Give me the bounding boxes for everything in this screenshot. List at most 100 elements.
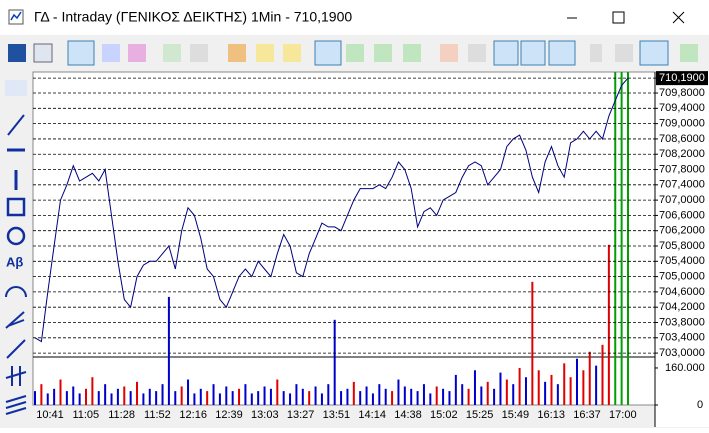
tool-window[interactable] bbox=[33, 43, 53, 63]
volume-bar bbox=[129, 391, 132, 405]
volume-bar bbox=[187, 379, 190, 405]
tool-fan[interactable] bbox=[5, 311, 25, 329]
y-tick-label: 705,0000 bbox=[659, 271, 705, 283]
volume-bar bbox=[59, 379, 62, 405]
tool-channel[interactable] bbox=[6, 339, 26, 359]
x-tick-label: 16:13 bbox=[537, 409, 565, 421]
volume-bar bbox=[391, 391, 394, 405]
volume-bar bbox=[244, 384, 247, 405]
volume-bar bbox=[180, 386, 183, 405]
y-tick-label: 704,6000 bbox=[659, 286, 705, 298]
volume-bar bbox=[212, 384, 215, 405]
volume-bar bbox=[505, 379, 508, 405]
tool-zoom-out[interactable] bbox=[283, 44, 301, 62]
volume-bar bbox=[167, 296, 170, 405]
tool-ellipse[interactable] bbox=[6, 226, 26, 246]
y-tick-label: 708,6000 bbox=[659, 133, 705, 145]
volume-bar bbox=[148, 388, 151, 405]
volume-bar bbox=[512, 384, 515, 405]
tool-fit[interactable] bbox=[314, 40, 342, 66]
y-tick-label: 706,6000 bbox=[659, 209, 705, 221]
volume-bar bbox=[467, 388, 470, 405]
volume-bar bbox=[588, 351, 591, 405]
volume-bar bbox=[199, 388, 202, 405]
tool-zoom-in[interactable] bbox=[256, 44, 274, 62]
y-tick-label: 709,4000 bbox=[659, 102, 705, 114]
tool-draw[interactable] bbox=[5, 80, 27, 96]
volume-bar bbox=[359, 391, 362, 405]
volume-bar bbox=[295, 384, 298, 405]
maximize[interactable] bbox=[612, 11, 625, 24]
volume-bar bbox=[607, 244, 610, 405]
y-tick-label: 709,0000 bbox=[659, 118, 705, 130]
volume-bar bbox=[378, 384, 381, 405]
volume-bar bbox=[97, 391, 100, 405]
volume-bar bbox=[582, 370, 585, 405]
tool-arc[interactable] bbox=[5, 286, 27, 298]
tool-indicator[interactable] bbox=[228, 44, 246, 62]
left-toolbar: Aβ bbox=[0, 70, 32, 428]
tool-start[interactable] bbox=[346, 44, 364, 62]
tool-text[interactable]: Aβ bbox=[6, 254, 23, 269]
x-tick-label: 17:00 bbox=[609, 409, 637, 421]
tool-line[interactable] bbox=[67, 40, 95, 66]
volume-bar bbox=[257, 391, 260, 405]
app-icon-line bbox=[10, 11, 22, 21]
volume-bar bbox=[493, 388, 496, 405]
volume-bar bbox=[499, 372, 502, 405]
x-tick-label: 14:14 bbox=[358, 409, 386, 421]
volume-bar bbox=[104, 384, 107, 405]
window-title: ΓΔ - Intraday (ΓΕΝΙΚΟΣ ΔΕΙΚΤΗΣ) 1Min - 7… bbox=[34, 9, 352, 25]
tool-points[interactable] bbox=[680, 44, 698, 62]
volume-bar bbox=[276, 379, 279, 405]
volume-bar bbox=[486, 381, 489, 405]
tool-refresh[interactable] bbox=[128, 44, 146, 62]
volume-bar bbox=[365, 386, 368, 405]
tool-ratio-b[interactable] bbox=[520, 40, 546, 66]
volume-bar bbox=[314, 386, 317, 405]
volume-bar bbox=[448, 391, 451, 405]
volume-bar bbox=[308, 391, 311, 405]
volume-bar bbox=[537, 370, 540, 405]
volume-bar bbox=[250, 393, 253, 405]
price-line bbox=[34, 77, 629, 343]
volume-bar bbox=[206, 391, 209, 405]
volume-bar bbox=[569, 377, 572, 405]
tool-ratio-a[interactable] bbox=[493, 40, 519, 66]
volume-bar bbox=[614, 72, 617, 405]
volume-bar bbox=[123, 386, 126, 405]
tool-ratio-c[interactable] bbox=[548, 40, 576, 66]
tool-list[interactable] bbox=[468, 44, 486, 62]
y-tick-label: 705,8000 bbox=[659, 240, 705, 252]
volume-bar bbox=[301, 388, 304, 405]
volume-bar bbox=[352, 381, 355, 405]
volume-tick-label: 0 bbox=[697, 399, 703, 411]
x-tick-label: 12:16 bbox=[179, 409, 207, 421]
tool-fib[interactable] bbox=[5, 366, 27, 386]
volume-bar bbox=[620, 72, 623, 405]
tool-center[interactable] bbox=[374, 44, 392, 62]
volume-bar bbox=[556, 384, 559, 405]
y-axis-area bbox=[655, 72, 709, 427]
tool-end[interactable] bbox=[403, 44, 421, 62]
x-tick-label: 10:41 bbox=[36, 409, 64, 421]
tool-trend[interactable] bbox=[190, 44, 208, 62]
tool-rect[interactable] bbox=[6, 197, 26, 217]
tool-candle[interactable] bbox=[615, 44, 633, 62]
tool-save[interactable] bbox=[8, 44, 26, 62]
tool-compare[interactable] bbox=[102, 44, 120, 62]
tool-linechart[interactable] bbox=[639, 40, 669, 66]
volume-bar bbox=[435, 386, 438, 405]
tool-grid[interactable] bbox=[5, 395, 27, 415]
volume-bar bbox=[136, 381, 139, 405]
close[interactable] bbox=[672, 11, 685, 24]
tool-trendline[interactable] bbox=[7, 114, 25, 136]
tool-bar[interactable] bbox=[590, 44, 602, 62]
volume-bar bbox=[563, 363, 566, 405]
x-tick-label: 14:38 bbox=[394, 409, 422, 421]
plot-area bbox=[32, 71, 656, 406]
tool-num[interactable] bbox=[440, 44, 458, 62]
tool-chart[interactable] bbox=[163, 44, 181, 62]
volume-bar bbox=[403, 386, 406, 405]
volume-bar bbox=[416, 391, 419, 405]
